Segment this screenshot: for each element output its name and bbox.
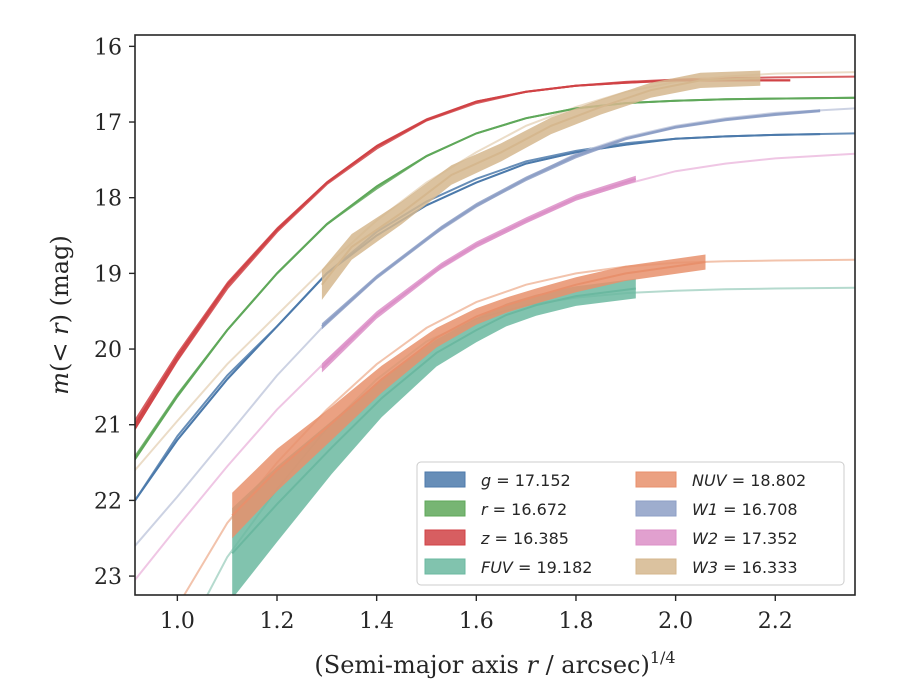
x-tick-label: 2.2 — [758, 609, 793, 634]
x-tick-label: 2.0 — [658, 609, 693, 634]
y-tick-label: 17 — [94, 111, 122, 136]
legend-label-w1: W1 = 16.708 — [692, 500, 798, 519]
y-tick-label: 23 — [94, 565, 122, 590]
legend-box — [416, 461, 845, 586]
legend-label-g: g = 17.152 — [481, 471, 571, 490]
data-line-g — [135, 133, 821, 501]
legend-swatch-w2 — [635, 529, 677, 546]
legend-swatch-fuv — [424, 558, 466, 575]
x-tick-label: 1.6 — [459, 609, 494, 634]
legend-swatch-nuv — [635, 471, 677, 488]
x-axis-label: (Semi-major axis r / arcsec)1/4 — [314, 648, 675, 679]
x-tick-label: 1.2 — [260, 609, 295, 634]
plot-frame — [134, 34, 856, 596]
ticks-layer: 1.0 1.2 1.4 1.6 1.8 2.0 2.2 16 17 18 19 20 21 22 23 — [94, 35, 793, 634]
legend-label-nuv: NUV = 18.802 — [692, 471, 806, 490]
y-axis-label: m(< r) (mag) — [46, 235, 74, 395]
y-tick-label: 20 — [94, 338, 122, 363]
legend-swatch-z — [424, 529, 466, 546]
data-line-nuv — [231, 261, 706, 517]
y-tick-label: 22 — [94, 489, 122, 514]
data-line-w3 — [321, 77, 761, 286]
legend-label-w3: W3 = 16.333 — [692, 558, 798, 577]
legend-swatch-w3 — [635, 558, 677, 575]
legend-swatch-g — [424, 471, 466, 488]
data-line-r — [135, 96, 855, 460]
y-tick-label: 21 — [94, 414, 122, 439]
y-tick-label: 18 — [94, 187, 122, 212]
legend-label-fuv: FUV = 19.182 — [481, 558, 592, 577]
legend-swatch-w1 — [635, 500, 677, 517]
legend: g = 17.152 r = 16.672 z = 16.385 FUV = 19.1… — [416, 461, 845, 586]
y-tick-label: 16 — [94, 35, 122, 60]
data-line-fuv — [231, 287, 636, 555]
legend-label-r: r = 16.672 — [481, 500, 567, 519]
data-line-w2 — [321, 177, 637, 369]
series-layer — [135, 70, 855, 595]
data-line-w1 — [321, 109, 821, 328]
x-tick-label: 1.0 — [160, 609, 195, 634]
x-tick-label: 1.8 — [558, 609, 593, 634]
model-line-z — [135, 75, 855, 430]
legend-swatch-r — [424, 500, 466, 517]
legend-label-w2: W2 = 17.352 — [692, 529, 798, 548]
x-tick-label: 1.4 — [359, 609, 394, 634]
y-tick-label: 19 — [94, 262, 122, 287]
legend-label-z: z = 16.385 — [480, 529, 569, 548]
